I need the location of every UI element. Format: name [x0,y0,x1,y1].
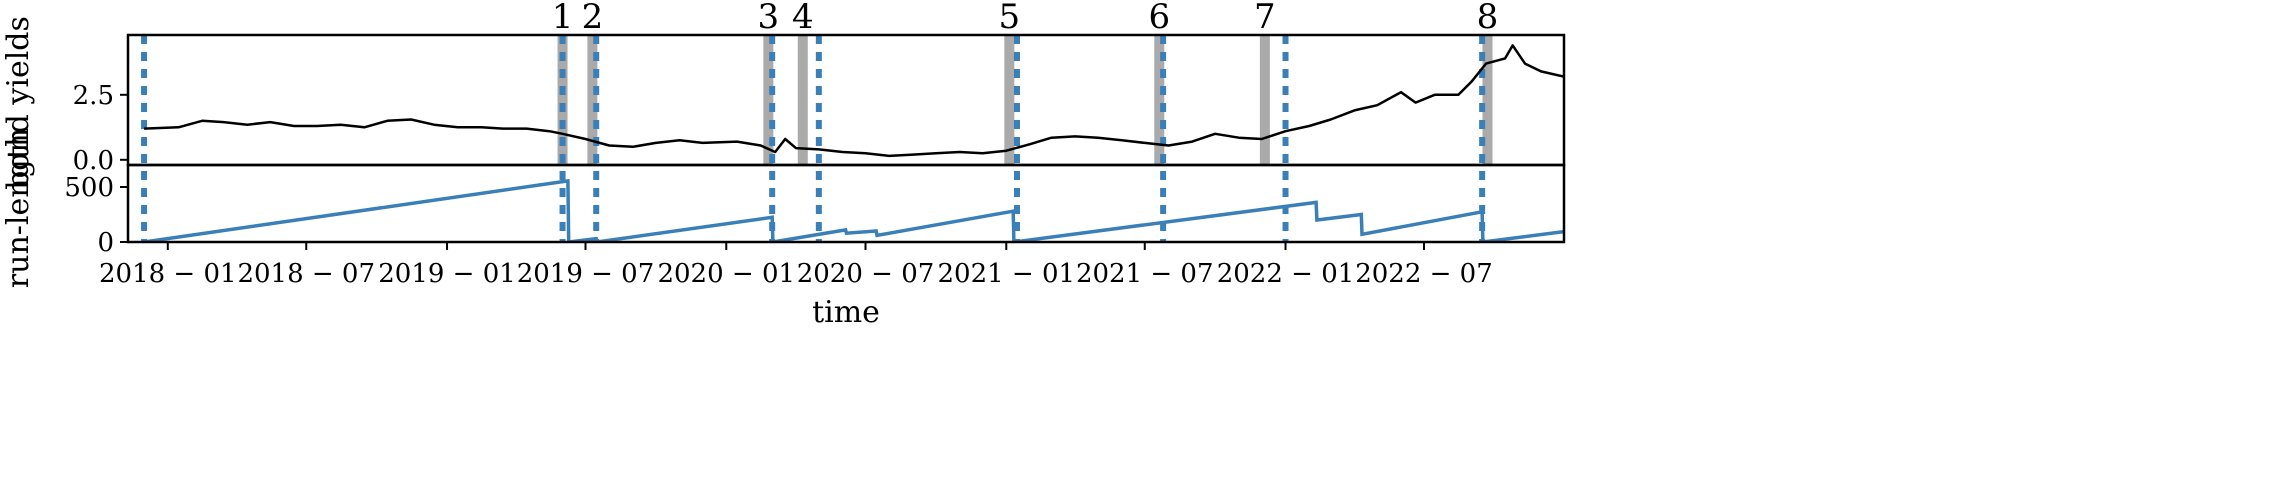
event-band-2 [587,35,598,165]
x-axis-title: time [812,295,880,330]
event-label-4: 4 [792,0,814,37]
event-band-4 [797,35,808,165]
event-label-7: 7 [1254,0,1276,37]
run-length-line [143,178,1564,242]
bottom-y-tick-label: 500 [64,173,114,203]
x-tick-label: 2021 − 07 [1076,259,1214,289]
event-band-1 [557,35,568,165]
x-tick-label: 2022 − 07 [1355,259,1493,289]
run-length-series [143,178,1564,242]
event-label-2: 2 [582,0,604,37]
event-band-6 [1154,35,1165,165]
bottom-y-ticks: 0 500 [64,173,128,258]
top-y-axis-title: bond yields [1,16,36,190]
bottom-panel-frame [126,163,1566,244]
x-tick-label: 2020 − 01 [657,259,795,289]
x-tick-label: 2018 − 01 [99,259,237,289]
event-dashed-lines [141,35,1486,242]
x-tick-label: 2018 − 07 [237,259,375,289]
x-tick-label: 2020 − 07 [797,259,935,289]
top-panel-frame [126,33,1566,167]
bond-yields-series [144,44,1564,158]
bottom-y-tick-label: 0 [97,228,114,258]
x-tick-label: 2019 − 07 [517,259,655,289]
top-y-tick-label: 0.0 [73,146,114,176]
event-band-7 [1259,35,1270,165]
bond-yields-line [144,44,1564,158]
x-tick-label: 2022 − 01 [1217,259,1355,289]
event-label-1: 1 [552,0,574,37]
x-ticks: 2018 − 01 2018 − 07 2019 − 01 2019 − 07 2020… [99,242,1493,289]
top-y-tick-label: 2.5 [73,81,114,111]
event-label-5: 5 [999,0,1021,37]
bottom-y-axis-title: run-length [1,128,36,288]
event-label-8: 8 [1477,0,1499,37]
event-band-8 [1482,35,1493,165]
x-tick-label: 2021 − 01 [937,259,1075,289]
event-band-5 [1004,35,1015,165]
event-bands [557,35,1493,165]
top-y-ticks: 0.0 2.5 [73,81,128,176]
event-band-3 [763,35,774,165]
event-label-3: 3 [758,0,780,37]
x-tick-label: 2019 − 01 [378,259,516,289]
event-label-6: 6 [1148,0,1170,37]
